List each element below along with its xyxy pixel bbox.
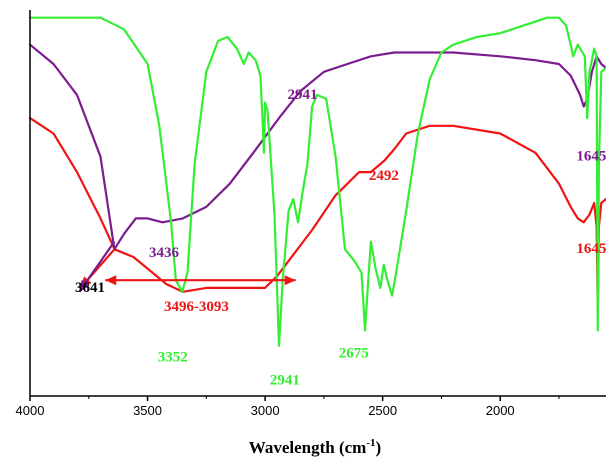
x-tick-label: 2500 <box>368 403 397 418</box>
peak-label: 3436 <box>149 245 180 261</box>
series-line-1 <box>28 117 606 313</box>
series-line-3 <box>28 16 606 347</box>
peak-label: 3641 <box>75 280 105 296</box>
x-tick-label: 3000 <box>251 403 280 418</box>
x-axis: 4000 3500 3000 2500 2000 <box>16 10 606 418</box>
x-axis-title: Wavelength (cm-1) <box>249 437 381 457</box>
peak-label: 1645 <box>576 149 606 165</box>
series-layer <box>28 16 606 347</box>
peak-label: 2941 <box>270 372 300 388</box>
peak-label: 3496-3093 <box>164 299 229 315</box>
annotation-layer: 3641 3436 2941 1645 2492 1645 3496-3093 3352 294… <box>75 87 606 389</box>
peak-label: 3352 <box>158 349 188 365</box>
range-arrow-head-right <box>284 275 296 286</box>
peak-label: 1645 <box>576 241 606 257</box>
series-line-2 <box>28 43 606 251</box>
x-tick-label: 3500 <box>133 403 162 418</box>
peak-label: 2941 <box>287 87 317 103</box>
peak-label: 2492 <box>369 168 399 184</box>
x-tick-label: 2000 <box>486 403 515 418</box>
range-arrow-head-left <box>105 275 117 286</box>
peak-label: 2675 <box>339 345 369 361</box>
pointer-arrow-head-2 <box>79 279 90 292</box>
x-tick-label: 4000 <box>16 403 45 418</box>
